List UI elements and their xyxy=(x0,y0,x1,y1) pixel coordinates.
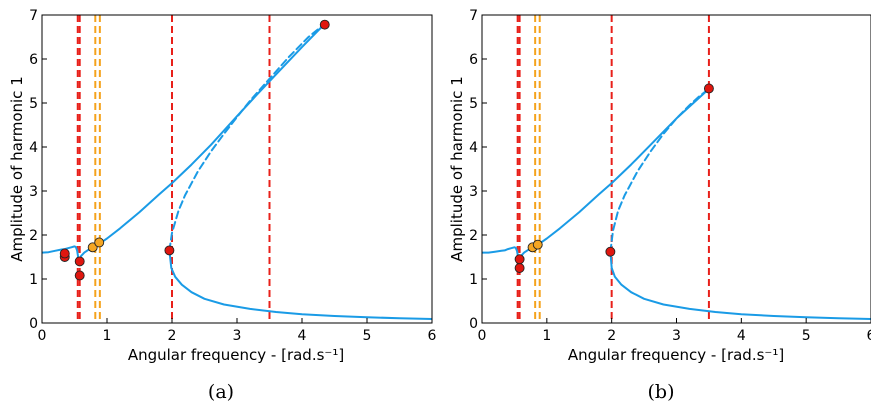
xtick-a-2: 2 xyxy=(168,318,177,344)
ytick-label: 5 xyxy=(469,96,478,112)
marker-a-5 xyxy=(94,237,105,248)
ytick-b-7: 7 xyxy=(469,8,487,24)
xtick-a-3: 3 xyxy=(233,318,242,344)
series-a-2-stable xyxy=(168,249,432,320)
marker-a-2 xyxy=(74,270,85,281)
chart-panel-b: Amplitude of harmonic 1 Angular frequenc… xyxy=(448,8,871,403)
xtick-b-1: 1 xyxy=(542,318,551,344)
ytick-label: 3 xyxy=(29,184,38,200)
ytick-label: 5 xyxy=(29,96,38,112)
marker-a-1 xyxy=(59,248,70,259)
xtick-a-5: 5 xyxy=(363,318,372,344)
ytick-label: 1 xyxy=(469,272,478,288)
caption-a: (a) xyxy=(208,381,234,403)
ytick-label: 4 xyxy=(469,140,478,156)
xtick-a-1: 1 xyxy=(103,318,112,344)
ytick-b-1: 1 xyxy=(469,272,487,288)
ytick-label: 6 xyxy=(29,52,38,68)
xtick-label: 3 xyxy=(672,328,681,344)
marker-b-4 xyxy=(605,246,616,257)
xtick-label: 4 xyxy=(737,328,746,344)
marker-a-6 xyxy=(164,245,175,256)
ytick-a-5: 5 xyxy=(29,96,47,112)
marker-b-1 xyxy=(514,254,525,265)
xtick-label: 1 xyxy=(542,328,551,344)
xtick-label: 2 xyxy=(168,328,177,344)
ytick-a-2: 2 xyxy=(29,228,47,244)
marker-a-4 xyxy=(87,242,98,253)
ylabel-b: Amplitude of harmonic 1 xyxy=(448,76,466,262)
ytick-label: 2 xyxy=(469,228,478,244)
ytick-b-6: 6 xyxy=(469,52,487,68)
xtick-b-2: 2 xyxy=(607,318,616,344)
ytick-label: 7 xyxy=(29,8,38,24)
plot-area-b xyxy=(482,15,871,323)
series-b-0-stable xyxy=(482,87,710,263)
ytick-a-0: 0 xyxy=(29,316,47,332)
plot-area-a xyxy=(42,15,432,323)
xtick-label: 0 xyxy=(478,328,487,344)
ytick-label: 1 xyxy=(29,272,38,288)
xtick-b-5: 5 xyxy=(802,318,811,344)
xtick-b-6: 6 xyxy=(867,318,871,344)
xtick-label: 0 xyxy=(38,328,47,344)
xtick-label: 5 xyxy=(802,328,811,344)
xtick-label: 6 xyxy=(428,328,437,344)
marker-b-5 xyxy=(703,83,714,94)
ytick-label: 3 xyxy=(469,184,478,200)
series-b-1-unstable xyxy=(609,87,710,253)
xtick-b-4: 4 xyxy=(737,318,746,344)
xlabel-a: Angular frequency - [rad.s⁻¹] xyxy=(128,346,344,364)
xtick-a-6: 6 xyxy=(428,318,437,344)
ytick-a-7: 7 xyxy=(29,8,47,24)
xlabel-b: Angular frequency - [rad.s⁻¹] xyxy=(568,346,784,364)
ytick-label: 0 xyxy=(29,316,38,332)
ytick-b-2: 2 xyxy=(469,228,487,244)
caption-b: (b) xyxy=(648,381,675,403)
xtick-b-3: 3 xyxy=(672,318,681,344)
ytick-label: 2 xyxy=(29,228,38,244)
series-a-1-unstable xyxy=(168,22,326,252)
ytick-label: 4 xyxy=(29,140,38,156)
xtick-a-4: 4 xyxy=(298,318,307,344)
xtick-b-0: 0 xyxy=(478,318,487,344)
ytick-label: 7 xyxy=(469,8,478,24)
ytick-b-4: 4 xyxy=(469,140,487,156)
xtick-label: 6 xyxy=(867,328,871,344)
ylabel-a: Amplitude of harmonic 1 xyxy=(8,76,26,262)
chart-panel-a: Amplitude of harmonic 1 Angular frequenc… xyxy=(8,8,437,403)
marker-a-7 xyxy=(319,19,330,30)
marker-b-3 xyxy=(532,239,543,250)
xtick-label: 3 xyxy=(233,328,242,344)
series-b-2-stable xyxy=(609,250,871,320)
series-a-0-stable xyxy=(42,22,326,263)
ytick-b-0: 0 xyxy=(469,316,487,332)
marker-a-3 xyxy=(74,256,85,267)
ytick-label: 6 xyxy=(469,52,478,68)
marker-b-0 xyxy=(514,263,525,273)
xtick-label: 2 xyxy=(607,328,616,344)
ytick-b-3: 3 xyxy=(469,184,487,200)
xtick-label: 1 xyxy=(103,328,112,344)
xtick-label: 4 xyxy=(298,328,307,344)
ytick-a-6: 6 xyxy=(29,52,47,68)
ytick-a-1: 1 xyxy=(29,272,47,288)
ytick-a-3: 3 xyxy=(29,184,47,200)
xtick-label: 5 xyxy=(363,328,372,344)
ytick-a-4: 4 xyxy=(29,140,47,156)
ytick-label: 0 xyxy=(469,316,478,332)
xtick-a-0: 0 xyxy=(38,318,47,344)
ytick-b-5: 5 xyxy=(469,96,487,112)
